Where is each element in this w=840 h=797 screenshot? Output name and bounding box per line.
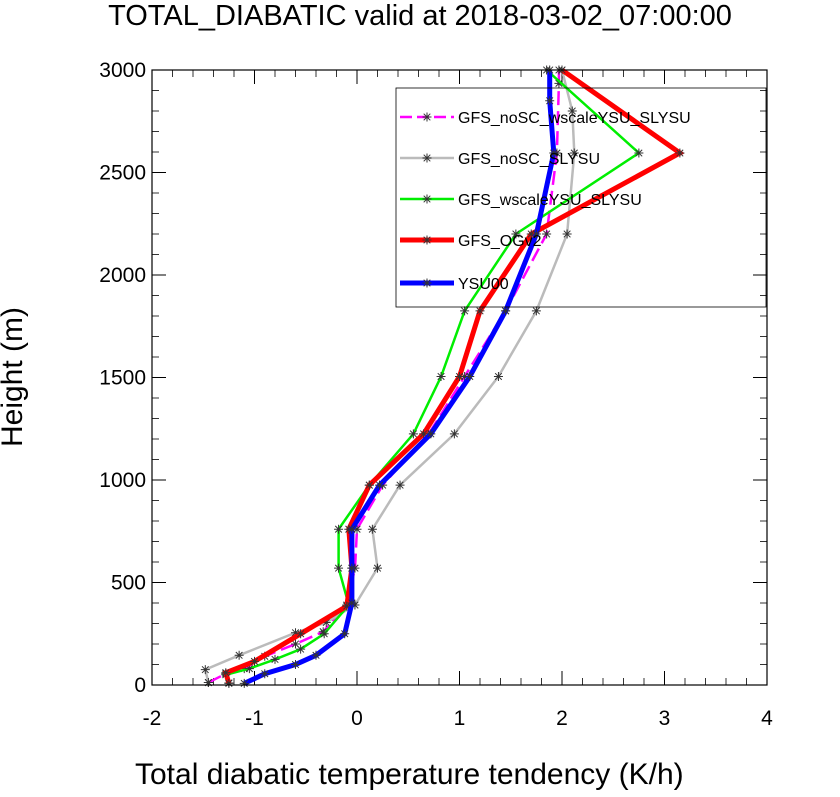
data-point [373,563,382,573]
data-point [334,524,344,534]
data-point [531,229,541,239]
x-tick-label: 4 [761,707,773,730]
legend-label: GFS_noSC_SLYSU [458,151,600,168]
x-tick-label: 0 [351,707,363,730]
data-point [455,371,464,381]
data-point [569,148,579,158]
y-tick-label: 2000 [99,264,146,287]
series-4 [239,65,559,688]
data-point [554,78,564,88]
data-point [395,480,405,490]
data-point [367,524,377,534]
data-point [347,524,357,534]
data-point [426,429,436,439]
data-point [224,678,234,688]
series-lines [200,65,685,688]
y-tick-label: 1500 [99,367,146,390]
data-point [460,306,470,316]
data-point [221,668,231,678]
data-point [296,629,306,639]
data-point [250,656,259,666]
data-point [562,229,572,239]
data-point [203,678,213,688]
data-point [408,429,418,439]
data-point [465,371,475,381]
data-point [311,650,321,660]
series-1 [200,65,579,688]
data-point [545,96,555,106]
data-point [347,598,357,608]
data-point [291,628,300,638]
data-point [675,148,685,158]
data-point [567,106,577,116]
data-point [244,664,254,674]
legend-label: GFS_wscaleYSU_SLYSU [458,192,642,209]
legend-marker [422,235,432,245]
legend: GFS_noSC_wscaleYSU_SLYSU GFS_noSC_SLYSU GF… [395,87,767,308]
legend-marker [422,112,432,122]
series-line [243,70,557,686]
data-point [501,306,511,316]
y-tick-label: 1000 [99,469,146,492]
data-point [542,229,552,239]
x-tick-label: -1 [245,707,264,730]
series-line [222,67,685,685]
data-point [375,480,385,490]
legend-marker [422,194,432,204]
data-point [342,601,352,611]
series-line [203,69,576,683]
y-tick-label: 2500 [99,162,146,185]
data-point [291,639,300,649]
data-point [449,429,459,439]
data-point [347,563,357,573]
legend-marker [422,153,432,163]
data-point [634,148,644,158]
data-point [239,664,249,674]
legend-box [395,87,767,308]
data-point [318,627,328,637]
data-point [260,669,270,679]
data-point [350,600,360,610]
x-tick-label: 3 [659,707,671,730]
plot-frame [151,69,768,686]
data-point [321,617,331,627]
legend-marker [422,278,432,288]
chart-title: TOTAL_DIABATIC valid at 2018-03-02_07:00… [108,0,732,32]
x-axis-label: Total diabatic temperature tendency (K/h… [135,758,684,791]
x-tick-label: -2 [143,707,162,730]
data-point [334,563,344,573]
data-point [511,229,521,239]
data-point [296,644,306,654]
data-point [526,229,536,239]
y-tick-label: 500 [111,572,146,595]
data-point [270,654,280,664]
x-tick-label: 1 [454,707,466,730]
y-tick-label: 3000 [99,59,146,82]
data-point [291,660,300,669]
data-point [239,678,249,688]
data-point [419,429,429,439]
y-tick-label: 0 [134,674,146,697]
data-point [200,665,210,675]
tick-labels: -2 -1 0 1 2 3 4 0 500 1000 1500 2000 2500 3000 [99,59,773,730]
data-point [319,629,329,639]
x-tick-label: 2 [556,707,568,730]
data-point [531,306,541,316]
legend-label: GFS_OGv2 [458,233,542,250]
data-point [352,524,362,534]
data-point [340,629,350,639]
data-point [460,371,470,381]
data-point [493,371,503,381]
data-point [234,650,244,660]
legend-label: GFS_noSC_wscaleYSU_SLYSU [458,110,691,127]
data-point [475,306,485,316]
series-line [224,69,641,684]
data-point [436,371,446,381]
data-point [549,148,559,158]
data-point [364,480,374,490]
legend-label: YSU00 [458,276,509,293]
